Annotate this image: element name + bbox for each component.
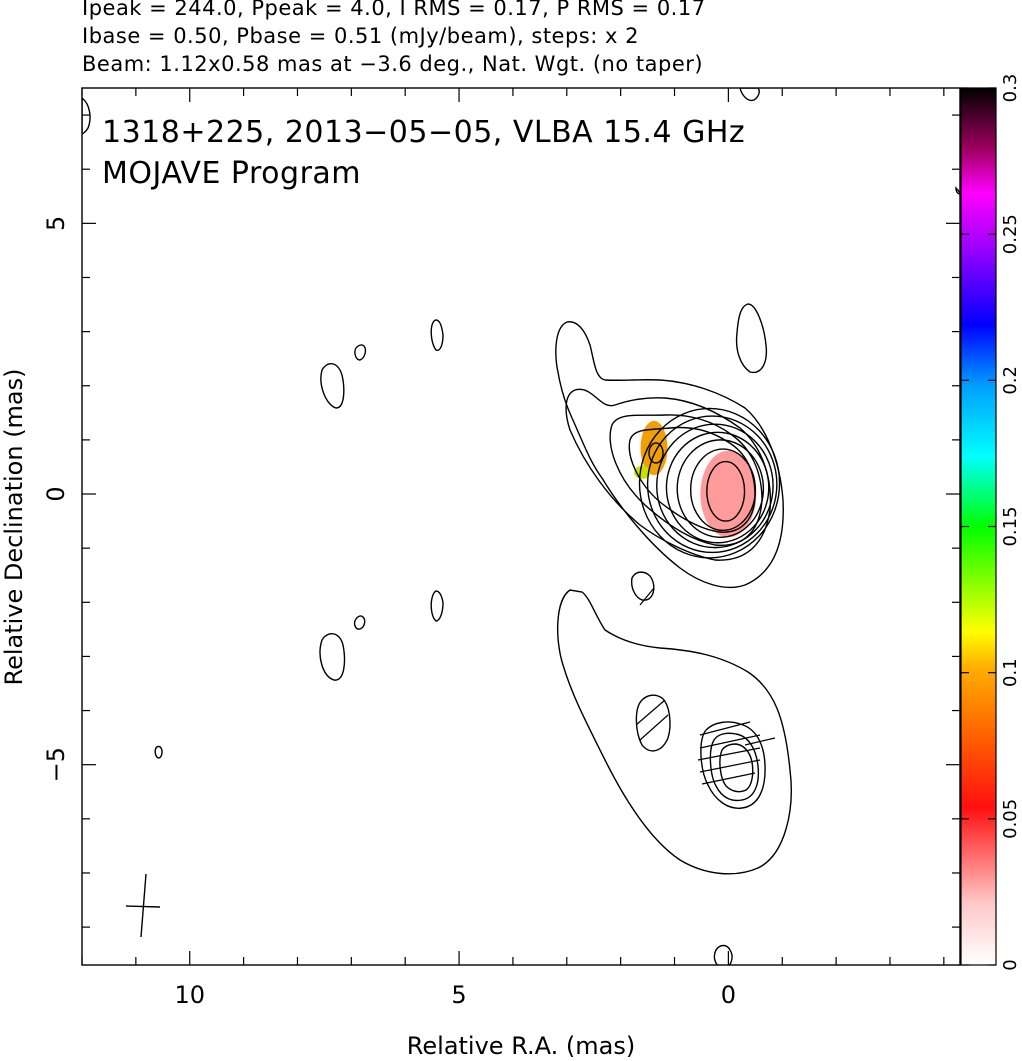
core-contour-5 [646,415,778,554]
noise-contour-8 [319,633,346,681]
chart-title: 1318+225, 2013−05−05, VLBA 15.4 GHz [102,115,745,150]
x-axis-label: Relative R.A. (mas) [407,1032,635,1060]
noise-contour-1 [735,303,768,374]
noise-contour-2 [430,319,444,352]
core-contour-2 [676,439,765,539]
evpa-vectors [635,587,776,785]
header-line-3: Beam: 1.12x0.58 mas at −3.6 deg., Nat. W… [82,52,704,76]
core-contour-6 [638,407,781,559]
contour-lower-2 [709,732,760,802]
outer-contour-lower [556,589,792,875]
noise-contour-9 [154,745,163,759]
contour-upper-3 [609,414,763,546]
noise-contour-13 [955,186,960,195]
contour-lower-3 [719,743,754,793]
noise-contour-7 [353,615,366,630]
noise-contour-4 [320,363,345,409]
axis-ticks [81,88,960,965]
contour-upper-knot [648,442,664,464]
noise-contour-5 [631,571,655,601]
axis-tick-labels: 10 5 0 5 0 −5 [42,216,736,1009]
header-line-2: Ibase = 0.50, Pbase = 0.51 (mJy/beam), s… [82,24,639,48]
contour-upper-4 [628,426,756,533]
y-axis-label: Relative Declination (mas) [0,368,28,685]
core-contour-0 [706,460,746,522]
noise-contour-10 [713,944,733,965]
colorbar-tick-label: 0.15 [1000,506,1021,546]
colorbar-ticks [961,87,996,966]
colorbar-tick-label: 0.2 [1000,366,1021,395]
y-tick-label: −5 [42,747,70,782]
noise-contour-6 [430,590,444,622]
plot-frame [81,87,961,966]
core-contour-3 [665,431,770,544]
contour-lower-1 [700,721,766,809]
colorbar-tick-label: 0 [1000,959,1021,970]
x-tick-label: 10 [174,981,205,1009]
colorbar-tick-label: 0.3 [1000,74,1021,103]
colorbar-tick-labels: 0 0.05 0.1 0.15 0.2 0.25 0.3 [1000,74,1021,971]
plot-content [82,88,960,965]
contour-upper-2 [565,388,772,561]
x-tick-label: 5 [451,981,466,1009]
contour-lower-knot [635,694,671,752]
noise-contour-3 [354,344,367,361]
noise-contour-12 [82,97,91,135]
colorbar-tick-label: 0.1 [1000,658,1021,687]
beam-cross [125,873,161,938]
outer-contour-upper [555,321,784,589]
y-tick-label: 5 [42,216,70,231]
chart-subtitle: MOJAVE Program [102,156,361,191]
colorbar-tick-label: 0.25 [1000,214,1021,254]
colorbar-tick-label: 0.05 [1000,799,1021,839]
y-tick-label: 0 [42,486,70,501]
noise-contour-11 [739,88,760,102]
x-tick-label: 0 [721,981,736,1009]
header-line-1: Ipeak = 244.0, Ppeak = 4.0, I RMS = 0.17… [82,0,706,20]
